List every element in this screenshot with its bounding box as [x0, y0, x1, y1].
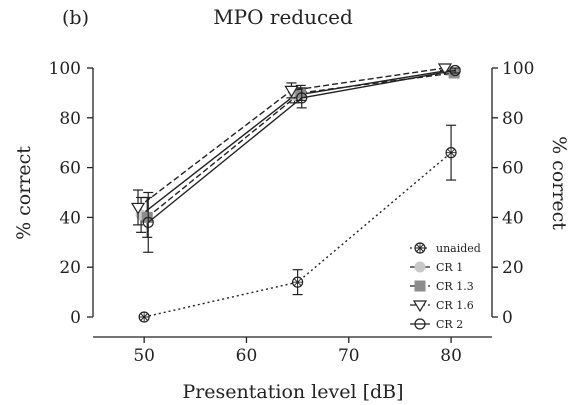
x-tick-label: 80: [440, 346, 462, 366]
legend-item: CR 2: [410, 318, 463, 331]
legend-item: CR 1: [410, 261, 463, 274]
axes: 50 60 70 80 0 0 20 20 40 40 60 60 80 80 100 100: [49, 59, 535, 366]
legend-label: CR 1.3: [436, 280, 474, 293]
marker-cross: [292, 277, 303, 288]
y-tick-label-right: 0: [502, 308, 513, 328]
series-cr-2: [142, 64, 461, 253]
y-tick-label-right: 40: [502, 208, 524, 228]
series-cr-1-6: [130, 63, 452, 226]
y-tick-label-left: 80: [59, 109, 81, 129]
y-tick-label-left: 40: [59, 208, 81, 228]
y-axis-label-left: % correct: [13, 146, 35, 240]
marker-cross: [139, 312, 150, 322]
marker-point: [414, 318, 426, 330]
y-tick-label-right: 100: [502, 59, 534, 79]
marker-cross: [446, 147, 457, 158]
legend-item: unaided: [410, 242, 481, 255]
y-tick-label-left: 0: [70, 308, 81, 328]
marker-point: [414, 280, 426, 292]
y-tick-label-right: 60: [502, 159, 524, 179]
chart-title: MPO reduced: [213, 5, 353, 29]
marker-point: [414, 261, 426, 273]
y-tick-label-left: 20: [59, 258, 81, 278]
series-layer: [130, 63, 461, 323]
series-line: [143, 152, 452, 318]
legend-label: CR 2: [436, 318, 463, 331]
marker-cross: [415, 243, 425, 253]
marker-point: [142, 216, 154, 228]
legend-item: CR 1.6: [410, 299, 474, 313]
y-tick-label-right: 80: [502, 109, 524, 129]
y-tick-label-right: 20: [502, 258, 524, 278]
marker-point: [412, 300, 428, 313]
marker-point: [437, 63, 452, 76]
y-axis-label-right: % correct: [548, 136, 570, 230]
legend-label: unaided: [436, 242, 481, 255]
legend-label: CR 1: [436, 261, 463, 274]
legend-label: CR 1.6: [436, 299, 474, 312]
series-unaided: [138, 124, 457, 323]
marker-point: [296, 92, 308, 104]
y-tick-label-left: 60: [59, 159, 81, 179]
x-tick-label: 50: [133, 346, 155, 366]
panel-label: (b): [62, 7, 89, 29]
marker-point: [130, 202, 146, 215]
x-tick-label: 60: [236, 346, 258, 366]
x-tick-label: 70: [338, 346, 360, 366]
y-tick-label-left: 100: [49, 59, 81, 79]
legend-item: CR 1.3: [410, 280, 474, 293]
marker-point: [284, 85, 299, 98]
marker-point: [449, 64, 461, 77]
x-axis-label: Presentation level [dB]: [182, 381, 403, 403]
legend: unaided CR 1 CR 1.3 CR 1.6 CR 2: [410, 242, 481, 331]
